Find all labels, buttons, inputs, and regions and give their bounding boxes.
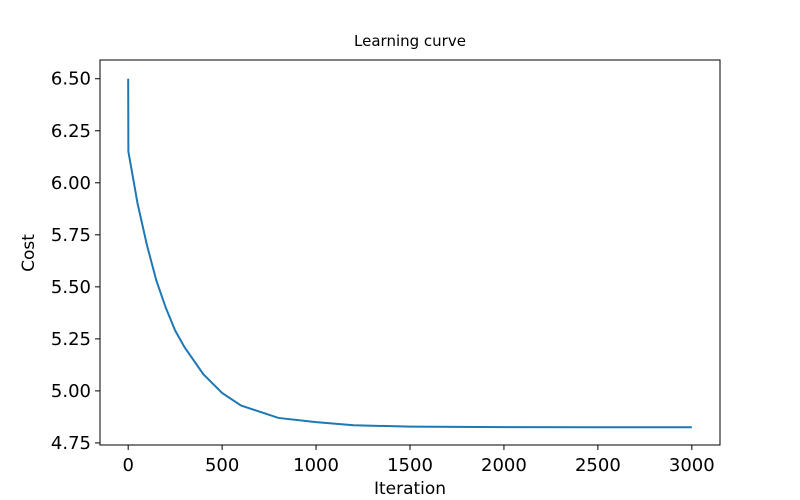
y-tick-label: 5.25 <box>51 329 91 350</box>
plot-frame <box>99 59 721 446</box>
y-axis-label: Cost <box>19 234 39 272</box>
x-tick-label: 1000 <box>293 455 339 476</box>
line-series <box>127 78 692 429</box>
y-tick-label: 5.50 <box>51 277 91 298</box>
x-tick-label: 1500 <box>387 455 433 476</box>
y-tick-label: 6.00 <box>51 173 91 194</box>
y-tick-label: 6.50 <box>51 69 91 90</box>
y-tick-label: 4.75 <box>51 433 91 454</box>
x-tick-label: 2500 <box>575 455 621 476</box>
x-axis-label: Iteration <box>374 479 446 499</box>
x-tick-label: 500 <box>205 455 239 476</box>
x-tick-label: 2000 <box>481 455 527 476</box>
chart-title: Learning curve <box>354 32 466 50</box>
y-tick-label: 5.75 <box>51 225 91 246</box>
y-tick-label: 6.25 <box>51 121 91 142</box>
y-tick-label: 5.00 <box>51 381 91 402</box>
x-tick-label: 0 <box>122 455 133 476</box>
x-tick-label: 3000 <box>669 455 715 476</box>
